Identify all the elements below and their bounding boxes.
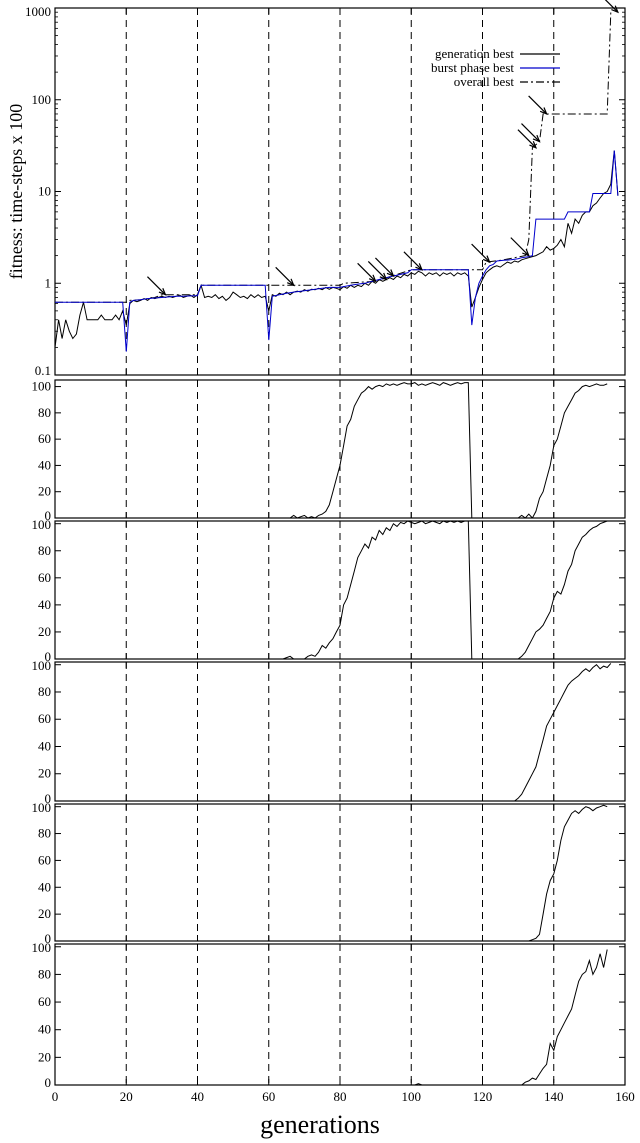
plot-frame xyxy=(54,379,626,519)
panel-percent-3: 0 20 40 60 80 100 xyxy=(32,658,626,806)
y-tick-label: 0 xyxy=(45,508,52,523)
annotation-arrowhead xyxy=(532,134,541,143)
series-line xyxy=(525,804,608,941)
annotation-arrow xyxy=(528,95,548,115)
annotation-arrowhead xyxy=(386,269,395,278)
x-tick-label: 160 xyxy=(615,1089,635,1104)
series-line xyxy=(289,382,608,518)
plot-frame xyxy=(54,7,626,376)
annotation-arrow xyxy=(147,276,166,296)
annotation-arrow xyxy=(375,257,394,277)
y-tick-label: 80 xyxy=(38,966,51,981)
y-tick-label: 80 xyxy=(38,543,51,558)
y-tick-label: 80 xyxy=(38,684,51,699)
y-tick-label: 0 xyxy=(45,1075,52,1090)
y-tick-label: 40 xyxy=(38,597,51,612)
y-tick-label: 40 xyxy=(38,738,51,753)
y-tick-label: 100 xyxy=(32,92,52,107)
x-axis-label: generations xyxy=(260,1110,380,1139)
annotation-arrow xyxy=(604,0,619,13)
x-tick-label: 100 xyxy=(402,1089,422,1104)
y-tick-label: 80 xyxy=(38,405,51,420)
panel-percent-2: 0 20 40 60 80 100 xyxy=(32,517,626,664)
y-tick-label: 60 xyxy=(38,852,51,867)
annotation-arrow xyxy=(517,129,537,149)
y-tick-label: 60 xyxy=(38,570,51,585)
series-line xyxy=(414,949,608,1085)
legend-label: overall best xyxy=(454,74,515,89)
y-tick-label: 0 xyxy=(45,791,52,806)
x-tick-label: 120 xyxy=(473,1089,493,1104)
x-tick-label: 0 xyxy=(52,1089,59,1104)
annotation-arrowhead xyxy=(158,288,167,296)
annotation-arrowhead xyxy=(529,141,538,149)
annotation-arrow xyxy=(275,266,295,286)
y-tick-label: 20 xyxy=(38,1049,51,1064)
y-tick-label: 20 xyxy=(38,484,51,499)
annotation-arrow xyxy=(403,251,423,271)
annotation-arrowhead xyxy=(286,278,295,287)
plot-frame xyxy=(54,520,626,660)
panel-percent-1: 0 20 40 60 80 100 xyxy=(32,379,626,523)
series-line xyxy=(55,150,619,348)
panel-percent-5: 0 20 40 60 80 100 xyxy=(32,940,626,1090)
y-tick-label: 100 xyxy=(32,379,52,394)
legend-label: generation best xyxy=(435,46,514,61)
y-axis-label: fitness: time-steps x 100 xyxy=(6,104,26,279)
y-tick-label: 0 xyxy=(45,649,52,664)
annotation-arrowhead xyxy=(415,263,424,271)
annotation-arrow xyxy=(367,261,387,280)
panel-percent-4: 0 20 40 60 80 100 xyxy=(32,800,626,946)
y-tick-label: 40 xyxy=(38,879,51,894)
plot-frame xyxy=(54,943,626,1086)
y-tick-label: 100 xyxy=(32,800,52,815)
y-tick-label: 100 xyxy=(32,940,52,955)
y-tick-label: 0.1 xyxy=(35,363,51,378)
y-tick-label: 100 xyxy=(32,517,52,532)
annotation-arrow xyxy=(471,243,491,263)
series-line xyxy=(55,12,612,303)
y-tick-label: 40 xyxy=(38,457,51,472)
y-tick-label: 1 xyxy=(45,275,52,290)
annotation-arrowhead xyxy=(482,255,491,264)
annotation-arrowhead xyxy=(368,274,377,283)
annotation-arrowhead xyxy=(379,272,388,281)
y-tick-label: 20 xyxy=(38,624,51,639)
y-tick-label: 60 xyxy=(38,431,51,446)
annotation-arrowhead xyxy=(611,5,619,14)
x-tick-label: 20 xyxy=(120,1089,133,1104)
y-tick-label: 20 xyxy=(38,766,51,781)
y-tick-label: 60 xyxy=(38,994,51,1009)
y-tick-label: 40 xyxy=(38,1022,51,1037)
annotation-arrow xyxy=(510,237,530,257)
y-tick-label: 100 xyxy=(32,658,52,673)
y-tick-label: 10 xyxy=(38,184,51,199)
annotation-arrow xyxy=(357,262,377,282)
annotation-arrowhead xyxy=(522,248,530,257)
y-tick-label: 0 xyxy=(45,931,52,946)
x-tick-label: 40 xyxy=(191,1089,204,1104)
y-tick-label: 80 xyxy=(38,826,51,841)
x-tick-label: 60 xyxy=(262,1089,275,1104)
series-line xyxy=(55,521,608,659)
legend-label: burst phase best xyxy=(431,60,514,75)
annotation-arrowhead xyxy=(539,107,548,116)
x-tick-label: 80 xyxy=(334,1089,347,1104)
plot-frame xyxy=(54,803,626,942)
series-line xyxy=(55,150,619,352)
y-tick-label: 1000 xyxy=(25,4,51,19)
y-tick-label: 20 xyxy=(38,906,51,921)
plot-frame xyxy=(54,661,626,802)
series-line xyxy=(511,663,612,801)
x-tick-label: 140 xyxy=(544,1089,564,1104)
annotation-arrow xyxy=(521,123,540,143)
y-tick-label: 60 xyxy=(38,711,51,726)
